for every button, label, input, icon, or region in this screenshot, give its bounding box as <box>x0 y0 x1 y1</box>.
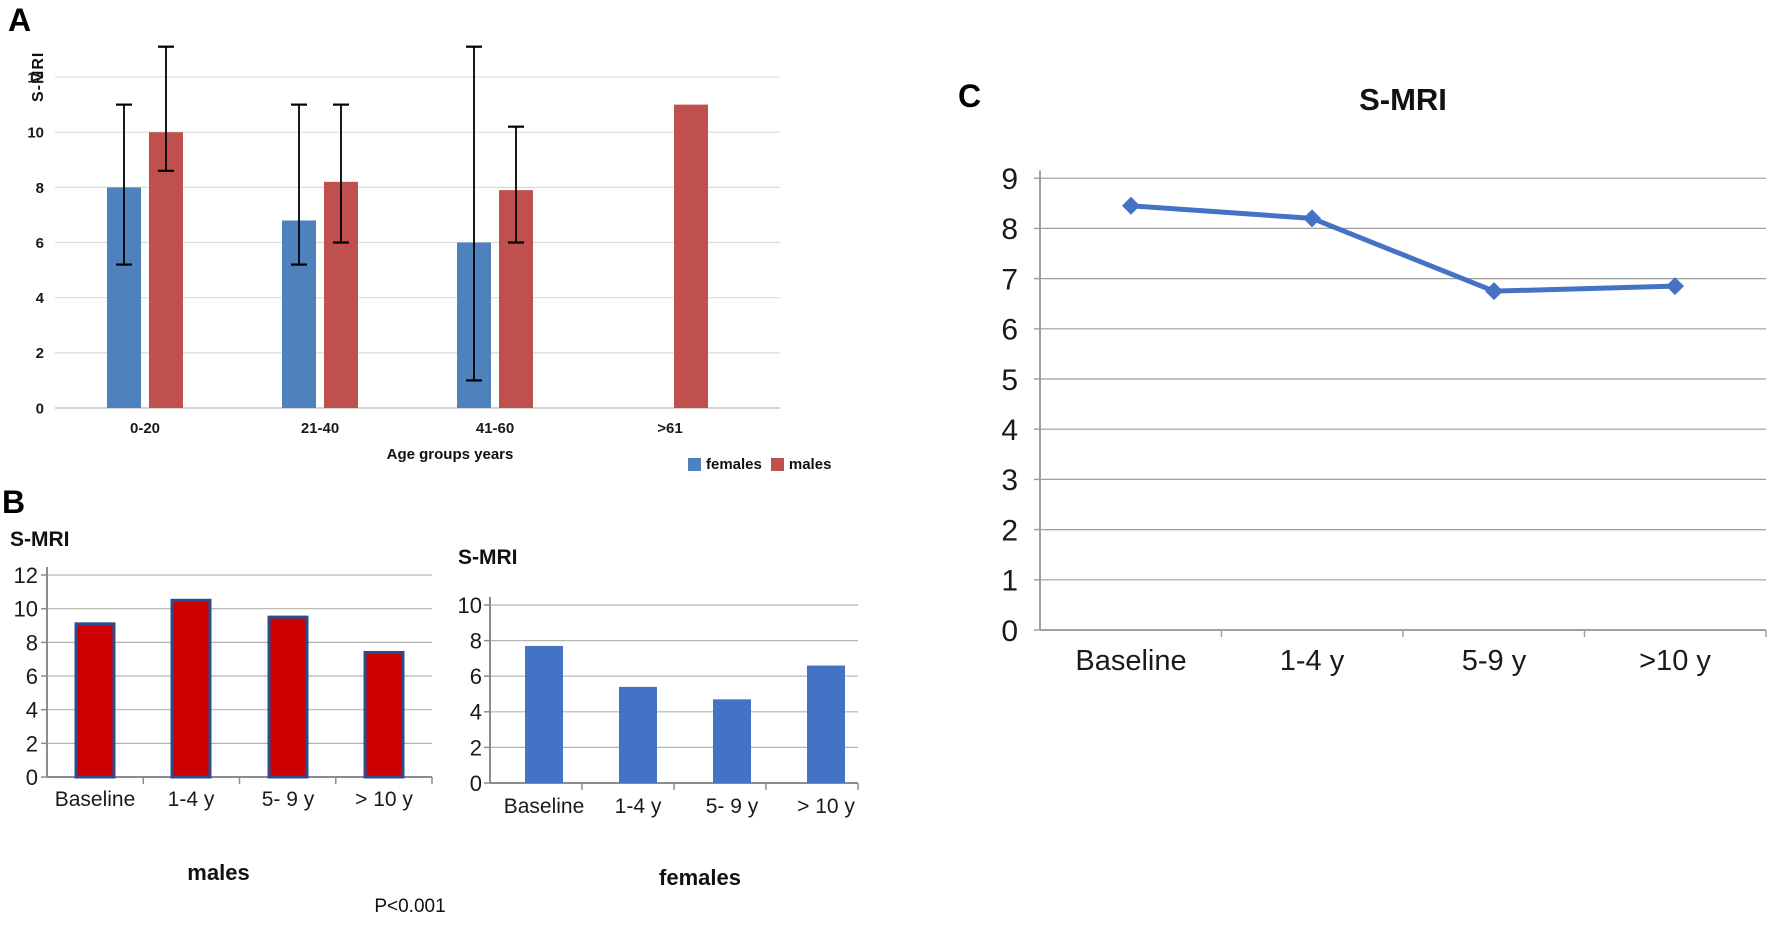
bar-1-4 y <box>170 598 212 779</box>
legend-label-males: males <box>788 456 832 473</box>
panel-b-p-value: P<0.001 <box>374 896 446 917</box>
x-tick-label: 5-9 y <box>1462 645 1527 677</box>
y-tick-label: 8 <box>26 630 38 655</box>
y-tick-label: 2 <box>1001 514 1018 547</box>
bar-1-4 y <box>619 686 657 783</box>
data-point-marker-5-9 y <box>1485 282 1503 301</box>
panel-c-title: S-MRI <box>1359 82 1447 117</box>
y-tick-label: 1 <box>1001 565 1018 598</box>
y-tick-label: 2 <box>26 731 38 756</box>
y-tick-label: 5 <box>1001 364 1018 397</box>
x-tick-label: 1-4 y <box>615 795 662 818</box>
y-tick-label: 6 <box>36 235 44 252</box>
y-tick-label: 6 <box>470 664 482 689</box>
bar-Baseline <box>525 645 563 783</box>
x-tick-label: 1-4 y <box>1280 645 1345 677</box>
y-tick-label: 10 <box>458 593 482 618</box>
data-point-marker-1-4 y <box>1303 209 1321 228</box>
panel-b-letter: B <box>2 484 26 520</box>
y-tick-label: 8 <box>470 629 482 654</box>
bar-5- 9 y <box>267 615 309 779</box>
y-tick-label: 8 <box>36 180 44 197</box>
x-tick-label: 5- 9 y <box>706 795 759 818</box>
y-tick-label: 10 <box>27 125 44 142</box>
panel-a-legend: females males <box>688 456 831 473</box>
panel-a-letter: A <box>8 2 32 38</box>
y-tick-label: 12 <box>27 69 44 86</box>
panel-b-males-caption: males <box>187 860 250 885</box>
panel-a-x-axis-label: Age groups years <box>386 446 514 463</box>
x-tick-label: 21-40 <box>301 420 339 437</box>
panel-c-letter: C <box>958 78 982 114</box>
y-tick-label: 6 <box>1001 314 1018 347</box>
y-tick-label: 0 <box>36 400 44 417</box>
panel-b-females-bar-chart: 0 2 4 6 8 10 Baseline 1-4 y 5- 9 y > 10 y <box>458 593 859 818</box>
x-tick-label: >10 y <box>1639 645 1711 677</box>
x-tick-label: Baseline <box>504 795 585 818</box>
panel-b-males-chart-title: S-MRI <box>10 528 70 551</box>
y-tick-label: 0 <box>470 771 482 796</box>
legend-item-males: males <box>770 456 832 473</box>
y-tick-label: 12 <box>14 563 38 588</box>
bar-> 10 y <box>363 650 405 779</box>
x-tick-label: Baseline <box>1075 645 1186 677</box>
panel-b-males-bar-chart: 0 2 4 6 8 10 12 Baseline 1-4 y 5- 9 y > 10 y <box>14 563 433 811</box>
data-point-marker-Baseline <box>1122 196 1140 215</box>
panel-b-females-chart-title: S-MRI <box>458 546 518 569</box>
y-tick-label: 8 <box>1001 213 1018 246</box>
y-tick-label: 2 <box>36 345 44 362</box>
x-tick-label: > 10 y <box>797 795 855 818</box>
panel-b-females-caption: females <box>659 865 741 890</box>
x-tick-label: 1-4 y <box>168 788 215 811</box>
x-tick-label: Baseline <box>55 788 136 811</box>
y-tick-label: 9 <box>1001 163 1018 196</box>
bar-5- 9 y <box>713 699 751 783</box>
y-tick-label: 0 <box>26 765 38 790</box>
bar-males->61 <box>674 104 708 409</box>
y-tick-label: 6 <box>26 664 38 689</box>
y-tick-label: 7 <box>1001 263 1018 296</box>
x-tick-label: >61 <box>657 420 682 437</box>
males-swatch-icon <box>770 458 784 471</box>
legend-item-females: females <box>688 456 762 473</box>
x-tick-label: 41-60 <box>476 420 514 437</box>
y-tick-label: 3 <box>1001 464 1018 497</box>
panel-c-line-chart: 0 1 2 3 4 5 6 7 8 9 Baseline 1-4 y 5-9 y >10 y <box>1001 163 1767 677</box>
bar-> 10 y <box>807 665 845 783</box>
y-tick-label: 0 <box>1001 615 1018 648</box>
y-tick-label: 4 <box>1001 414 1018 447</box>
females-swatch-icon <box>688 458 701 471</box>
legend-label-females: females <box>706 456 762 473</box>
y-tick-label: 4 <box>36 290 45 307</box>
y-tick-label: 2 <box>470 735 482 760</box>
x-tick-label: 5- 9 y <box>262 788 315 811</box>
data-line <box>1130 203 1676 294</box>
data-point-marker->10 y <box>1666 277 1684 296</box>
bar-Baseline <box>74 622 116 779</box>
bar-males-0-20 <box>149 132 183 408</box>
y-tick-label: 10 <box>14 597 38 622</box>
x-tick-label: 0-20 <box>130 420 160 437</box>
y-tick-label: 4 <box>26 698 38 723</box>
panel-a-bar-chart: 0 2 4 6 8 10 12 0-20 21-40 41-60 >61 <box>27 45 780 437</box>
y-tick-label: 4 <box>470 700 482 725</box>
x-tick-label: > 10 y <box>355 788 413 811</box>
